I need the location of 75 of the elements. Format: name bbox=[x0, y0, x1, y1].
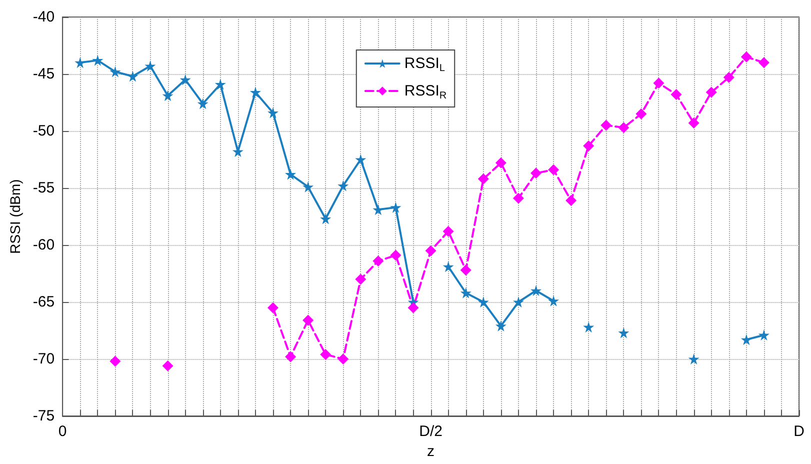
point bbox=[758, 330, 770, 341]
point bbox=[232, 146, 244, 158]
point bbox=[706, 86, 717, 98]
y-axis-title: RSSI (dBm) bbox=[7, 179, 23, 254]
point bbox=[688, 354, 700, 364]
point bbox=[302, 181, 314, 192]
point bbox=[600, 120, 612, 131]
point bbox=[214, 78, 226, 90]
point bbox=[320, 213, 332, 224]
x-tick-label: D/2 bbox=[419, 423, 442, 440]
point bbox=[548, 164, 560, 176]
point bbox=[372, 204, 384, 216]
point bbox=[267, 107, 278, 118]
point bbox=[566, 195, 577, 206]
point bbox=[355, 154, 366, 165]
point bbox=[495, 320, 506, 332]
point bbox=[512, 192, 524, 204]
y-tick-label: -65 bbox=[32, 294, 55, 310]
point bbox=[127, 70, 138, 82]
point bbox=[285, 168, 296, 180]
point bbox=[110, 356, 121, 367]
point bbox=[740, 51, 752, 62]
point bbox=[583, 322, 594, 333]
y-tick-label: -40 bbox=[32, 8, 55, 26]
y-tick-label: -50 bbox=[32, 122, 55, 140]
point bbox=[144, 60, 156, 72]
point bbox=[723, 72, 734, 83]
y-tick-label: -45 bbox=[32, 66, 55, 82]
point bbox=[618, 122, 630, 134]
point bbox=[390, 202, 402, 213]
point bbox=[338, 180, 349, 192]
point bbox=[583, 140, 594, 152]
point bbox=[636, 108, 647, 120]
x-axis-title: z bbox=[427, 443, 435, 460]
point bbox=[197, 98, 208, 110]
point bbox=[408, 302, 419, 314]
point bbox=[338, 354, 349, 364]
point bbox=[110, 66, 121, 78]
y-tick-label: -60 bbox=[32, 236, 55, 254]
point bbox=[530, 285, 542, 296]
point bbox=[670, 89, 682, 100]
y-tick-label: -75 bbox=[32, 408, 55, 424]
point bbox=[355, 274, 366, 285]
point bbox=[372, 255, 384, 266]
point bbox=[478, 173, 489, 184]
x-tick-label: 0 bbox=[58, 423, 67, 440]
point bbox=[442, 261, 454, 272]
point bbox=[162, 90, 174, 102]
point bbox=[460, 287, 472, 298]
point bbox=[162, 360, 174, 372]
point bbox=[688, 118, 700, 129]
x-tick-label: D bbox=[794, 423, 805, 440]
point bbox=[530, 168, 542, 179]
point bbox=[495, 157, 506, 168]
point bbox=[74, 57, 86, 68]
point bbox=[302, 314, 314, 326]
point bbox=[442, 226, 454, 237]
point bbox=[548, 295, 560, 306]
point bbox=[460, 264, 472, 276]
point bbox=[653, 78, 664, 89]
point bbox=[512, 296, 524, 308]
point bbox=[250, 86, 261, 98]
y-tick-label: -55 bbox=[32, 180, 55, 196]
point bbox=[758, 57, 770, 68]
point bbox=[267, 302, 278, 314]
point bbox=[320, 348, 332, 360]
y-tick-label: -70 bbox=[32, 350, 55, 368]
point bbox=[425, 245, 436, 256]
point bbox=[285, 351, 296, 362]
point bbox=[390, 250, 402, 261]
point bbox=[180, 74, 191, 86]
point bbox=[478, 296, 489, 308]
point bbox=[740, 334, 752, 346]
point bbox=[618, 327, 630, 338]
point bbox=[92, 54, 104, 66]
